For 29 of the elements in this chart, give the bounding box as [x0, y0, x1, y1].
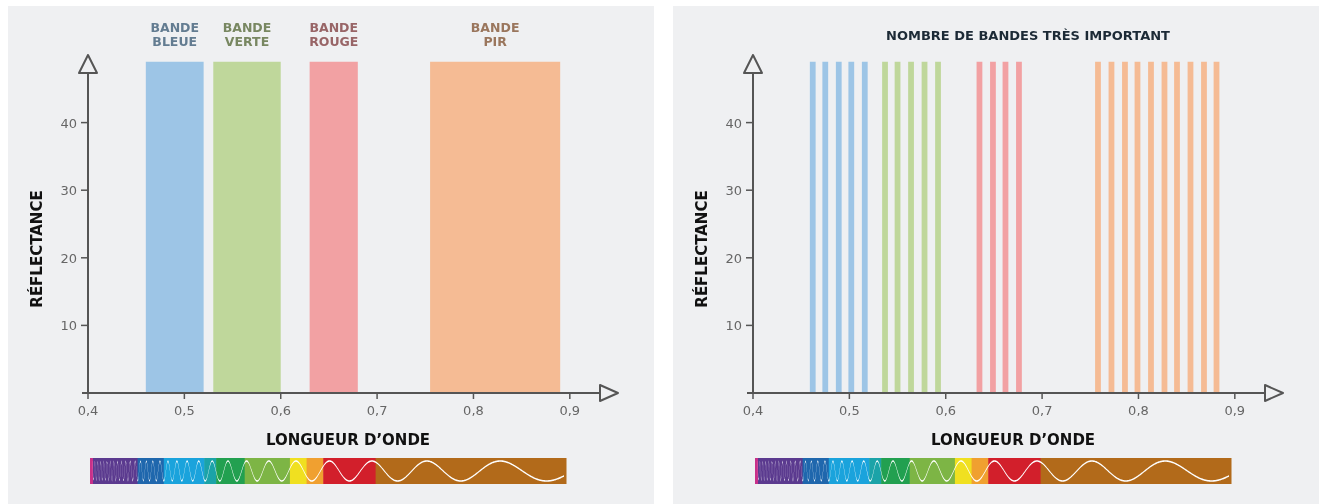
y-axis-title: RÉFLECTANCE [692, 190, 711, 308]
y-tick-label: 30 [60, 183, 77, 199]
x-tick-label: 0,4 [742, 403, 764, 418]
y-tick-label: 20 [725, 250, 742, 266]
x-tick-label: 0,6 [935, 403, 957, 418]
x-axis-title: LONGUEUR D’ONDE [265, 431, 431, 449]
chart-title: NOMBRE DE BANDES TRÈS IMPORTANT [886, 28, 1171, 43]
y-axis-title: RÉFLECTANCE [27, 190, 46, 308]
x-tick-label: 0,5 [174, 403, 195, 418]
y-tick-label: 30 [725, 183, 742, 199]
y-tick-label: 40 [725, 115, 742, 131]
series-label: BANDE BLEUE [150, 20, 200, 49]
series-label: BANDE PIR [470, 20, 520, 49]
y-tick-label: 40 [60, 115, 77, 131]
x-tick-label: 0,5 [839, 403, 860, 418]
x-tick-label: 0,8 [463, 403, 484, 418]
y-tick-label: 20 [60, 250, 77, 266]
x-axis-title: LONGUEUR D’ONDE [930, 431, 1096, 449]
x-tick-label: 0,6 [270, 403, 292, 418]
y-tick-label: 10 [725, 318, 742, 334]
x-tick-label: 0,8 [1128, 403, 1149, 418]
x-tick-label: 0,7 [366, 403, 388, 418]
x-tick-label: 0,4 [77, 403, 99, 418]
series-label: BANDE VERTE [222, 20, 272, 49]
y-tick-label: 10 [60, 318, 77, 334]
x-tick-label: 0,9 [1224, 403, 1246, 418]
series-label: BANDE ROUGE [309, 20, 359, 49]
x-tick-label: 0,9 [559, 403, 581, 418]
x-tick-label: 0,7 [1031, 403, 1053, 418]
